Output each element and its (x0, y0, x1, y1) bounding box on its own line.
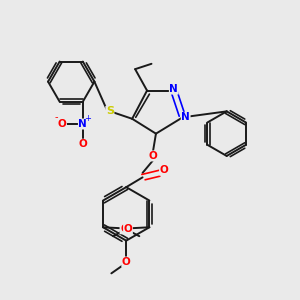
Text: -: - (54, 112, 58, 122)
Text: O: O (120, 224, 129, 234)
Text: N: N (79, 119, 87, 129)
Text: O: O (160, 165, 168, 175)
Text: N: N (181, 112, 190, 122)
Text: O: O (79, 139, 87, 149)
Text: O: O (148, 151, 157, 161)
Text: N: N (169, 84, 178, 94)
Text: S: S (106, 106, 114, 116)
Text: +: + (84, 114, 91, 123)
Text: O: O (58, 119, 66, 129)
Text: O: O (124, 224, 132, 234)
Text: O: O (122, 257, 130, 267)
